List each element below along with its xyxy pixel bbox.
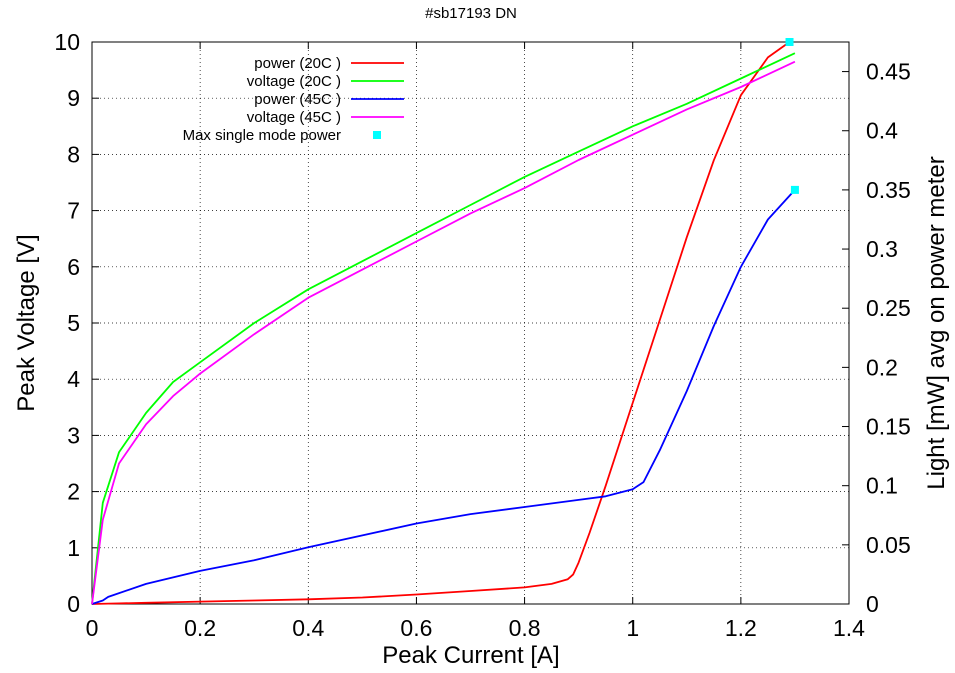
legend: power (20C )voltage (20C )power (45C )vo… — [183, 55, 404, 144]
x-tick-label: 0.2 — [184, 615, 216, 641]
y2-tick-label: 0.2 — [866, 354, 898, 380]
y-tick-label: 3 — [67, 422, 80, 448]
y-ticks: 0 1 2 3 4 5 6 7 8 9 10 — [54, 29, 99, 617]
max-single-mode-power-point — [785, 38, 794, 46]
y2-tick-label: 0.45 — [866, 59, 911, 85]
legend-label: Max single mode power — [183, 127, 341, 144]
y2-tick-label: 0 — [866, 591, 879, 617]
y2-tick-label: 0.3 — [866, 236, 898, 262]
series-line-1 — [91, 52, 796, 605]
y2-ticks: 0 0.05 0.1 0.15 0.2 0.25 0.3 0.35 0.4 0.45 — [842, 59, 911, 617]
max-single-mode-power-point — [790, 185, 799, 194]
y-tick-label: 7 — [67, 198, 80, 224]
y-tick-label: 6 — [67, 254, 80, 280]
x-tick-label: 1.4 — [833, 615, 865, 641]
y2-tick-label: 0.4 — [866, 118, 898, 144]
x-tick-label: 0.4 — [292, 615, 324, 641]
series-line-3 — [91, 60, 796, 605]
legend-label: voltage (20C ) — [247, 73, 341, 90]
series-group — [91, 38, 799, 605]
y-tick-label: 0 — [67, 591, 80, 617]
y-tick-label: 8 — [67, 141, 80, 167]
series-line-0 — [91, 41, 791, 605]
x-tick-label: 0.8 — [509, 615, 541, 641]
y-tick-label: 4 — [67, 366, 80, 392]
y-tick-label: 2 — [67, 479, 80, 505]
series-line-2 — [91, 189, 796, 605]
x-ticks: 0 0.2 0.4 0.6 0.8 1 1.2 1.4 — [86, 42, 865, 641]
legend-marker — [373, 131, 381, 139]
x-tick-label: 1.2 — [725, 615, 757, 641]
y-axis-label: Peak Voltage [V] — [13, 234, 40, 411]
x-tick-label: 1 — [626, 615, 639, 641]
y2-tick-label: 0.15 — [866, 414, 911, 440]
legend-label: power (45C ) — [254, 91, 341, 108]
legend-label: power (20C ) — [254, 55, 341, 72]
x-axis-label: Peak Current [A] — [382, 642, 559, 669]
y2-tick-label: 0.05 — [866, 532, 911, 558]
x-tick-label: 0.6 — [400, 615, 432, 641]
legend-label: voltage (45C ) — [247, 109, 341, 126]
y2-tick-label: 0.35 — [866, 177, 911, 203]
y-tick-label: 9 — [67, 85, 80, 111]
y-tick-label: 10 — [54, 29, 80, 55]
y2-tick-label: 0.25 — [866, 295, 911, 321]
chart-title: #sb17193 DN — [425, 5, 517, 22]
y2-tick-label: 0.1 — [866, 473, 898, 499]
y2-axis-label: Light [mW] avg on power meter — [923, 156, 950, 489]
x-tick-label: 0 — [86, 615, 99, 641]
y-tick-label: 5 — [67, 310, 80, 336]
y-tick-label: 1 — [67, 535, 80, 561]
grid — [92, 42, 849, 604]
